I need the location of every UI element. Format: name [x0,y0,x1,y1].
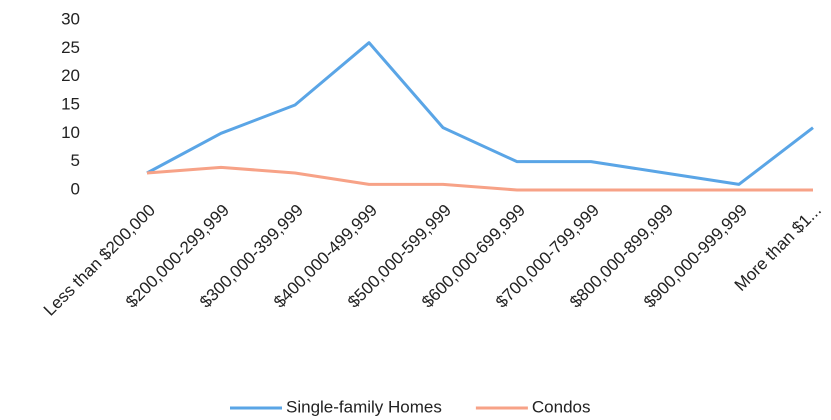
legend-label: Condos [532,397,591,416]
series-line [146,41,814,186]
y-tick-label: 30 [61,9,80,28]
y-tick-label: 15 [61,94,80,113]
y-tick-label: 20 [61,66,80,85]
legend-label: Single-family Homes [286,397,442,416]
y-tick-label: 25 [61,38,80,57]
y-tick-label: 5 [71,151,80,170]
y-tick-label: 0 [71,179,80,198]
series-line [146,165,813,192]
y-tick-label: 10 [61,123,80,142]
